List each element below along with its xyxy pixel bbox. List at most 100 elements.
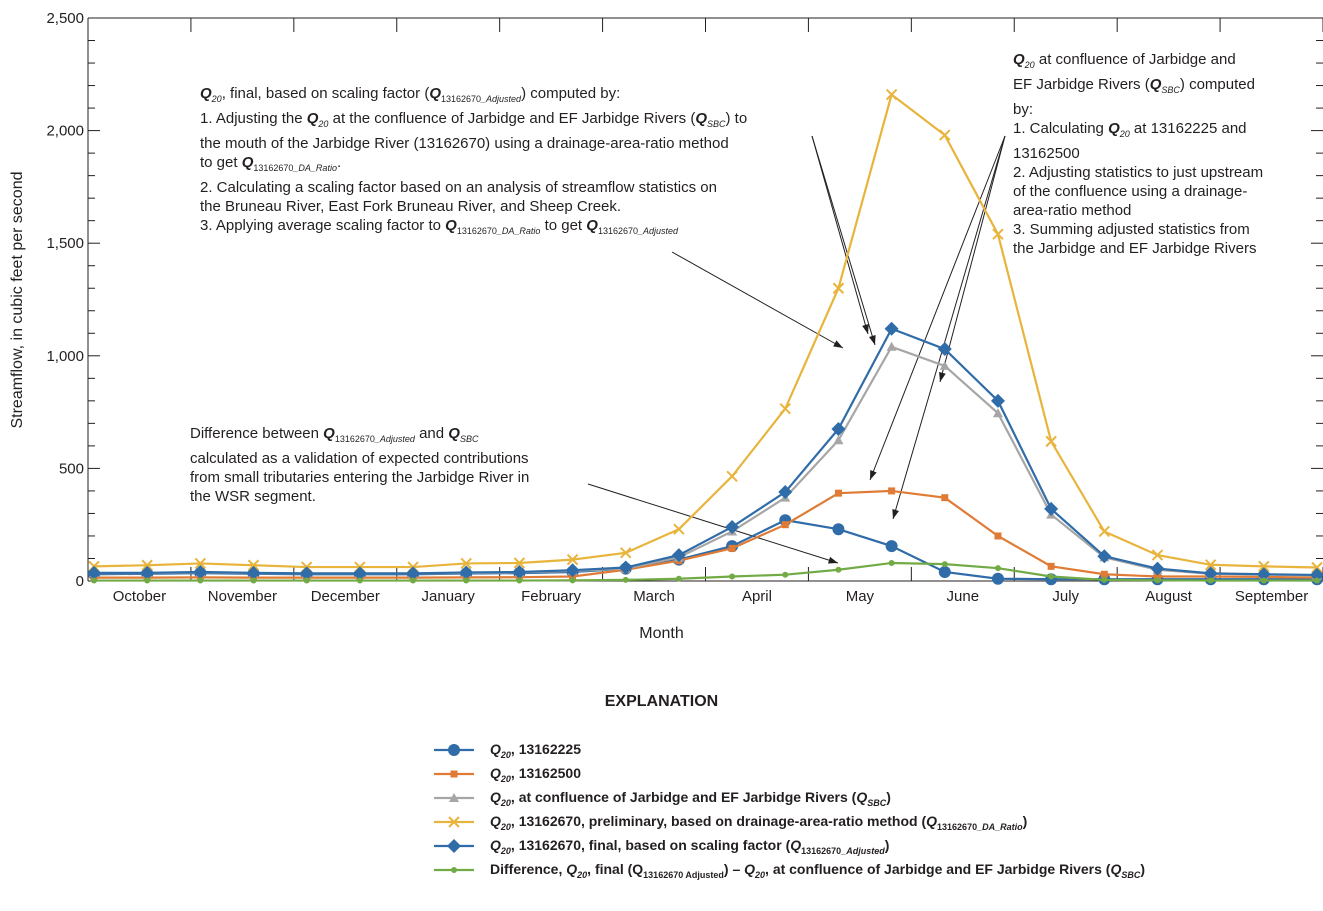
marker-dot: [250, 577, 257, 584]
arrow-head: [862, 324, 869, 334]
marker-diamond: [140, 565, 155, 580]
x-tick-label: March: [633, 588, 675, 605]
marker-dot: [197, 577, 204, 584]
marker-x: [460, 557, 472, 570]
legend: Q20, 13162225 Q20, 13162500 Q20, at conf…: [432, 738, 1145, 882]
marker-circle: [938, 565, 951, 578]
marker-square: [1100, 570, 1108, 578]
marker-diamond: [193, 564, 208, 579]
marker-diamond: [1256, 567, 1271, 582]
marker-square: [728, 544, 736, 552]
marker-dot: [675, 575, 682, 582]
marker-x: [779, 403, 791, 415]
marker-dot: [888, 559, 895, 566]
marker-x: [1098, 525, 1111, 538]
series-line: [93, 92, 1318, 569]
marker-diamond: [618, 560, 633, 575]
marker-x: [620, 547, 632, 559]
marker-dot: [1101, 576, 1108, 583]
marker-square: [450, 770, 458, 778]
marker-dot: [1260, 577, 1267, 584]
y-tick-label: 2,000: [46, 123, 84, 140]
legend-item-13162225: Q20, 13162225: [432, 738, 1145, 762]
marker-x: [1151, 549, 1164, 561]
arrow-line: [811, 135, 876, 346]
x-tick-labels: October November December January February Ma…: [113, 588, 1308, 605]
marker-diamond: [87, 565, 101, 580]
x-tick-label: January: [422, 588, 476, 605]
y-tick-label: 2,500: [46, 10, 84, 27]
marker-square: [888, 487, 896, 495]
marker-diamond: [1044, 501, 1059, 516]
marker-diamond: [447, 839, 461, 853]
marker-x: [673, 523, 685, 535]
y-tick-label: 1,000: [46, 348, 84, 365]
x-tick-label: November: [208, 588, 277, 605]
marker-dot: [91, 577, 97, 584]
marker-dot: [622, 576, 629, 583]
marker-diamond: [246, 565, 261, 580]
marker-square: [1047, 562, 1055, 570]
marker-diamond: [671, 548, 686, 563]
y-tick-label: 1,500: [46, 235, 84, 252]
tick-marks: [87, 17, 1323, 582]
marker-x: [566, 553, 579, 566]
marker-x: [513, 557, 526, 569]
marker-dot: [463, 577, 470, 584]
marker-x: [1204, 559, 1217, 571]
annotation-final: Q20, final, based on scaling factor (Q13…: [200, 85, 748, 236]
marker-dot: [835, 566, 842, 573]
marker-triangle: [833, 435, 844, 445]
marker-dot: [569, 577, 576, 584]
marker-diamond: [512, 564, 527, 579]
marker-square: [834, 489, 842, 497]
legend-item-difference: Difference, Q20, final (Q13162670 Adjust…: [432, 858, 1145, 882]
marker-x: [939, 129, 951, 141]
marker-square: [781, 521, 789, 529]
marker-square: [994, 532, 1002, 540]
legend-swatch: [434, 793, 474, 802]
y-axis-title: Streamflow, in cubic feet per second: [9, 171, 26, 429]
marker-dot: [144, 577, 151, 584]
legend-item-final: Q20, 13162670, final, based on scaling f…: [432, 834, 1145, 858]
arrow-head: [833, 340, 843, 348]
legend-item-sbc: Q20, at confluence of Jarbidge and EF Ja…: [432, 786, 1145, 810]
marker-dot: [782, 571, 789, 578]
marker-x: [885, 88, 898, 101]
marker-circle: [832, 523, 845, 536]
marker-dot: [1154, 577, 1161, 584]
arrow-line: [892, 135, 1006, 520]
marker-dot: [451, 867, 457, 873]
arrow-line: [939, 135, 1006, 383]
arrow-line: [811, 135, 869, 335]
x-tick-label: May: [846, 588, 875, 605]
marker-dot: [1048, 573, 1055, 580]
marker-triangle: [992, 408, 1003, 418]
marker-circle: [885, 540, 898, 553]
legend-swatch: [434, 770, 474, 778]
marker-triangle: [886, 341, 897, 351]
arrow-head: [892, 509, 899, 519]
marker-square: [941, 494, 949, 502]
annotation-sbc: Q20 at confluence of Jarbidge and EF Jar…: [1013, 51, 1264, 257]
y-tick-label: 500: [59, 460, 84, 477]
marker-dot: [516, 577, 523, 584]
legend-item-preliminary: Q20, 13162670, preliminary, based on dra…: [432, 810, 1145, 834]
chart-area: 0 500 1,000 1,500 2,000 2,500 October November…: [46, 10, 1323, 605]
series-line: [94, 327, 1318, 577]
x-tick-label: October: [113, 588, 166, 605]
legend-item-13162500: Q20, 13162500: [432, 762, 1145, 786]
marker-x: [832, 282, 845, 294]
marker-dot: [729, 573, 736, 580]
marker-diamond: [406, 566, 421, 581]
arrow-line: [671, 251, 844, 349]
annotation-arrows: [587, 135, 1006, 564]
arrow-head: [828, 556, 838, 564]
series-line: [94, 561, 1317, 582]
marker-dot: [941, 561, 948, 568]
marker-dot: [1314, 577, 1320, 584]
marker-x: [1045, 435, 1057, 448]
x-tick-label: April: [742, 588, 772, 605]
arrow-head: [869, 335, 876, 345]
y-tick-label: 0: [76, 573, 84, 590]
